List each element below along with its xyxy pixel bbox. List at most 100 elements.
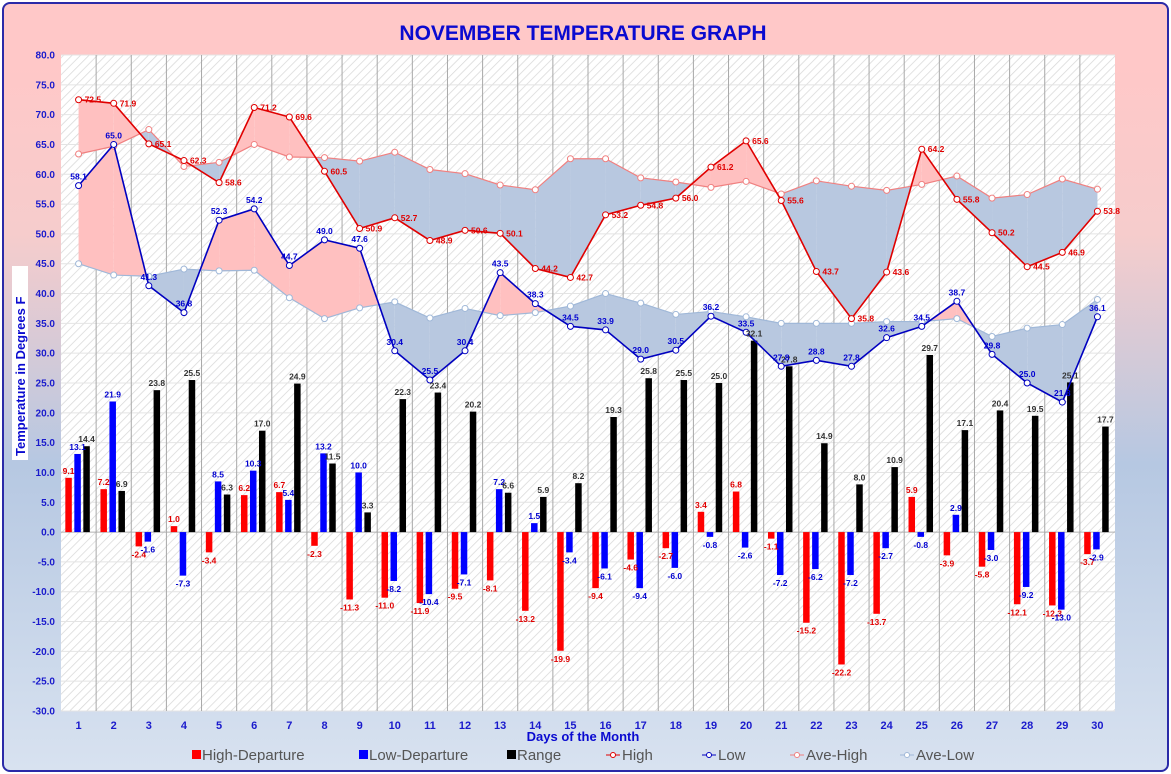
high-band-fill <box>1062 179 1098 253</box>
high-departure-bar <box>1049 532 1056 606</box>
y-tick-label: 50.0 <box>36 229 56 240</box>
low-departure-label: -6.2 <box>808 572 823 582</box>
x-tick-label: 6 <box>251 720 257 732</box>
low-departure-bar <box>952 514 960 533</box>
ave-high-point <box>1058 175 1066 183</box>
x-tick-label: 5 <box>216 720 222 732</box>
low-label: 52.3 <box>211 206 228 216</box>
high-label: 35.8 <box>858 314 875 324</box>
ave-low-point <box>531 309 539 317</box>
x-tick-label: 18 <box>670 720 682 732</box>
low-band-fill <box>500 272 536 316</box>
low-band-fill <box>219 208 255 271</box>
high-departure-label: -13.2 <box>516 614 536 624</box>
range-label: 8.2 <box>573 471 585 481</box>
y-tick-label: 30.0 <box>36 349 56 360</box>
ave-low-point <box>180 265 188 273</box>
range-label: 8.0 <box>854 472 866 482</box>
high-point <box>602 211 610 219</box>
low-departure-label: -13.0 <box>1052 613 1072 623</box>
high-label: 50.6 <box>471 225 488 235</box>
range-bar <box>715 383 723 533</box>
range-bar <box>750 340 758 533</box>
low-band-fill <box>605 293 641 360</box>
x-tick-label: 1 <box>76 720 82 732</box>
high-departure-bar <box>486 532 494 581</box>
ave-high-point <box>285 153 293 161</box>
low-departure-label: 8.5 <box>212 469 224 479</box>
low-departure-label: 21.9 <box>104 389 121 399</box>
low-departure-label: -7.2 <box>843 578 858 588</box>
low-point <box>1023 379 1031 387</box>
high-label: 64.2 <box>928 144 945 154</box>
high-departure-bar <box>276 492 283 533</box>
low-band-fill <box>148 269 184 313</box>
range-bar <box>1102 426 1109 533</box>
range-bar <box>961 430 969 533</box>
high-label: 48.9 <box>436 235 453 245</box>
low-departure-bar <box>1022 532 1030 587</box>
low-band-fill <box>546 306 571 327</box>
range-bar <box>856 484 863 533</box>
range-bar <box>785 366 793 533</box>
high-point <box>672 194 680 202</box>
low-point <box>883 334 891 342</box>
low-departure-bar <box>460 532 468 575</box>
low-point <box>566 322 574 330</box>
high-departure-label: 3.4 <box>695 500 707 510</box>
range-label: 3.3 <box>362 500 374 510</box>
high-departure-label: 5.9 <box>906 485 918 495</box>
high-point <box>285 113 293 121</box>
low-label: 27.8 <box>773 352 790 362</box>
legend-marker-icon <box>794 752 800 758</box>
x-tick-label: 10 <box>389 720 401 732</box>
high-band-fill <box>570 158 606 278</box>
high-departure-label: 1.0 <box>168 514 180 524</box>
low-departure-label: 7.2 <box>493 477 505 487</box>
y-tick-label: 10.0 <box>36 468 56 479</box>
low-label: 47.6 <box>351 234 368 244</box>
low-departure-bar <box>74 453 81 533</box>
low-departure-label: -0.8 <box>703 540 718 550</box>
ave-low-point <box>883 318 891 326</box>
low-point <box>110 140 118 148</box>
high-point <box>883 268 891 276</box>
ave-low-point <box>672 310 680 318</box>
y-tick-label: 15.0 <box>36 438 56 449</box>
low-departure-bar <box>495 489 503 533</box>
low-point <box>988 350 996 358</box>
low-departure-label: -9.4 <box>632 591 647 601</box>
low-departure-label: -3.0 <box>984 553 999 563</box>
high-label: 55.8 <box>963 194 980 204</box>
low-label: 43.5 <box>492 259 509 269</box>
ave-low-point <box>566 302 574 310</box>
ave-low-point <box>637 299 645 307</box>
high-departure-label: -3.7 <box>1080 557 1095 567</box>
low-label: 27.8 <box>843 352 860 362</box>
high-label: 71.9 <box>120 98 137 108</box>
low-departure-label: -8.2 <box>386 584 401 594</box>
gridlines <box>61 54 1115 712</box>
high-label: 53.8 <box>1103 206 1120 216</box>
high-label: 61.2 <box>717 162 734 172</box>
ave-high-point <box>1023 191 1031 199</box>
low-band-fill <box>746 316 782 367</box>
ave-low-point <box>602 290 610 298</box>
ave-high-point <box>391 148 399 156</box>
range-label: 20.4 <box>992 398 1009 408</box>
low-departure-bar <box>390 532 398 581</box>
range-label: 6.9 <box>116 479 128 489</box>
range-bar <box>540 496 547 533</box>
legend-label: Low <box>718 747 746 764</box>
high-point <box>1093 207 1101 215</box>
bars <box>65 340 1109 665</box>
high-label: 44.5 <box>1033 262 1050 272</box>
x-tick-label: 27 <box>986 720 998 732</box>
low-departure-bar <box>741 532 749 548</box>
low-label: 36.8 <box>176 299 193 309</box>
low-point <box>707 312 715 320</box>
range-label: 25.0 <box>711 371 728 381</box>
low-point <box>75 182 83 190</box>
legend-item: Range <box>507 747 561 764</box>
low-label: 36.1 <box>1089 303 1106 313</box>
